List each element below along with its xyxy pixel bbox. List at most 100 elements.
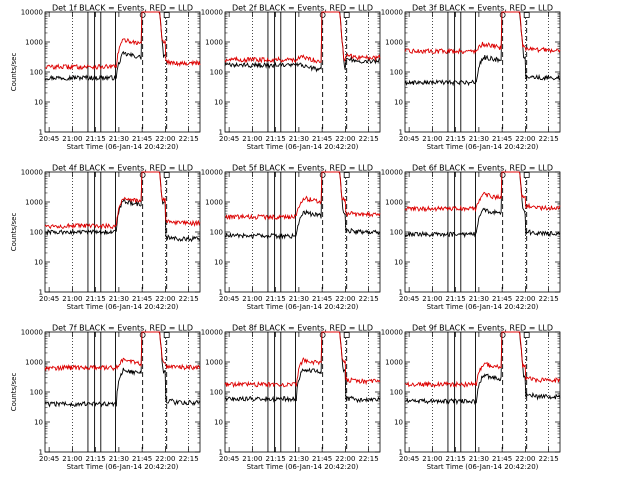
x-tick-label: 21:45 xyxy=(312,295,332,303)
y-tick-label: 1 xyxy=(39,129,43,137)
x-axis-label: Start Time (06-Jan-14 20:42:20) xyxy=(247,303,359,311)
y-tick-label: 1 xyxy=(219,129,223,137)
marker-square xyxy=(343,332,350,338)
axes-frame xyxy=(44,331,201,453)
y-axis-label: Counts/sec xyxy=(10,53,18,92)
y-tick-label: 10000 xyxy=(201,169,223,177)
series-lld xyxy=(404,11,561,55)
y-tick-label: 10000 xyxy=(21,9,43,17)
marker-circle xyxy=(139,12,146,18)
y-tick-label: 1 xyxy=(399,289,403,297)
x-tick-label: 21:15 xyxy=(266,295,286,303)
x-tick-label: 22:00 xyxy=(155,295,175,303)
x-tick-label: 20:45 xyxy=(39,455,59,463)
plot-panel-7: Det 7f BLACK = Events, RED = LLD 1 10 100 10… xyxy=(10,324,201,471)
y-tick-label: 100 xyxy=(390,229,403,237)
plot-panel-8: Det 8f BLACK = Events, RED = LLD 1 10 100 10… xyxy=(201,324,381,471)
x-tick-label: 21:45 xyxy=(132,295,152,303)
x-tick-label: 20:45 xyxy=(219,455,239,463)
y-tick-label: 10000 xyxy=(21,329,43,337)
marker-square xyxy=(163,12,170,18)
panel-title: Det 5f BLACK = Events, RED = LLD xyxy=(232,164,373,173)
panel-title: Det 3f BLACK = Events, RED = LLD xyxy=(412,4,553,13)
x-tick-label: 21:45 xyxy=(312,135,332,143)
x-tick-label: 22:15 xyxy=(179,295,199,303)
x-axis-label: Start Time (06-Jan-14 20:42:20) xyxy=(67,143,179,151)
x-tick-label: 21:30 xyxy=(109,455,129,463)
panel-title: Det 2f BLACK = Events, RED = LLD xyxy=(232,4,373,13)
y-tick-label: 10 xyxy=(34,259,43,267)
y-axis-label: Counts/sec xyxy=(10,373,18,412)
plot-panel-3: Det 3f BLACK = Events, RED = LLD 1 10 100 10… xyxy=(381,4,561,151)
x-tick-label: 22:00 xyxy=(335,455,355,463)
y-tick-label: 1000 xyxy=(385,39,403,47)
series-events xyxy=(224,171,381,240)
x-tick-label: 22:15 xyxy=(539,455,559,463)
x-tick-label: 21:00 xyxy=(62,455,82,463)
x-tick-label: 21:00 xyxy=(242,135,262,143)
x-tick-label: 22:15 xyxy=(539,295,559,303)
axes-frame xyxy=(404,331,561,453)
x-tick-label: 21:00 xyxy=(422,135,442,143)
x-tick-label: 21:45 xyxy=(492,135,512,143)
y-tick-label: 1000 xyxy=(25,39,43,47)
x-axis-label: Start Time (06-Jan-14 20:42:20) xyxy=(247,143,359,151)
panel-title: Det 4f BLACK = Events, RED = LLD xyxy=(52,164,193,173)
axes-frame xyxy=(224,11,381,133)
series-events xyxy=(44,171,201,243)
y-tick-label: 1000 xyxy=(205,199,223,207)
marker-circle xyxy=(499,332,506,338)
x-tick-label: 20:45 xyxy=(399,295,419,303)
series-lld xyxy=(224,11,381,64)
x-tick-label: 21:45 xyxy=(132,455,152,463)
x-tick-label: 22:00 xyxy=(515,455,535,463)
x-tick-label: 22:00 xyxy=(335,295,355,303)
series-lld xyxy=(44,331,201,372)
marker-square xyxy=(163,332,170,338)
x-tick-label: 21:00 xyxy=(422,455,442,463)
series-lld xyxy=(44,171,201,230)
y-tick-label: 1 xyxy=(219,449,223,457)
y-tick-label: 10 xyxy=(214,259,223,267)
y-tick-label: 1 xyxy=(39,449,43,457)
y-tick-label: 10 xyxy=(34,99,43,107)
x-tick-label: 21:30 xyxy=(289,135,309,143)
y-tick-label: 1000 xyxy=(385,199,403,207)
x-tick-label: 21:30 xyxy=(469,455,489,463)
panel-title: Det 9f BLACK = Events, RED = LLD xyxy=(412,324,553,333)
x-axis-label: Start Time (06-Jan-14 20:42:20) xyxy=(67,463,179,471)
marker-circle xyxy=(319,332,326,338)
x-tick-label: 22:00 xyxy=(335,135,355,143)
series-events xyxy=(224,331,381,404)
x-tick-label: 21:00 xyxy=(242,295,262,303)
axes-frame xyxy=(404,11,561,133)
series-events xyxy=(224,11,381,73)
x-axis-label: Start Time (06-Jan-14 20:42:20) xyxy=(247,463,359,471)
x-tick-label: 21:30 xyxy=(289,455,309,463)
y-tick-label: 1 xyxy=(399,449,403,457)
x-tick-label: 21:45 xyxy=(492,295,512,303)
x-tick-label: 21:00 xyxy=(62,295,82,303)
plot-panel-1: Det 1f BLACK = Events, RED = LLD 1 10 100 10… xyxy=(10,4,201,151)
marker-circle xyxy=(139,172,146,178)
x-tick-label: 22:00 xyxy=(155,455,175,463)
y-tick-label: 100 xyxy=(210,389,223,397)
series-events xyxy=(404,11,561,87)
series-events xyxy=(404,331,561,406)
marker-square xyxy=(163,172,170,178)
y-tick-label: 100 xyxy=(30,69,43,77)
axes-frame xyxy=(44,11,201,133)
y-tick-label: 10000 xyxy=(381,9,403,17)
y-tick-label: 10000 xyxy=(381,329,403,337)
series-events xyxy=(44,11,166,82)
y-tick-label: 10 xyxy=(214,419,223,427)
x-axis-label: Start Time (06-Jan-14 20:42:20) xyxy=(427,463,539,471)
y-tick-label: 1 xyxy=(219,289,223,297)
panel-title: Det 8f BLACK = Events, RED = LLD xyxy=(232,324,373,333)
x-tick-label: 22:00 xyxy=(515,135,535,143)
x-tick-label: 21:45 xyxy=(492,455,512,463)
x-tick-label: 21:15 xyxy=(266,455,286,463)
panel-title: Det 7f BLACK = Events, RED = LLD xyxy=(52,324,193,333)
x-tick-label: 21:30 xyxy=(469,135,489,143)
